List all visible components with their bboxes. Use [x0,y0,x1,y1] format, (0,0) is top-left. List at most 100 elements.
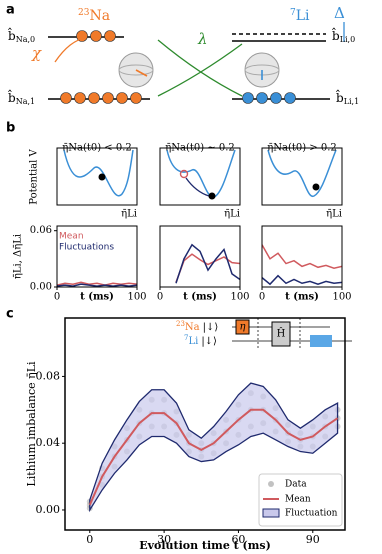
potential [63,149,134,197]
chart-title: η̄Na(t0) ∼ 0.2 [165,143,235,154]
frame [56,225,138,288]
legend-swatch [262,508,280,518]
x-axis-label: η̄Li [224,209,240,220]
legend-swatch [268,481,274,487]
x-tick-label: 0 [86,533,93,546]
x-axis-label: η̄Li [326,209,342,220]
x-axis-label: t (ms) [285,292,319,303]
y-tick-label: 0.00 [36,503,61,516]
series-line [57,283,137,287]
x-tick-label: 0 [259,292,265,303]
x-axis-label: t (ms) [183,292,217,303]
gate-label: Ĥ [277,328,286,340]
element: Na [89,8,110,24]
state: |↓⟩ [203,322,219,333]
sub: Li,0 [340,35,356,44]
element: Na [185,322,200,333]
legend-label: Fluctuations [59,243,114,253]
legend-label: Mean [59,232,84,242]
qubit-label: 7Li |↓⟩ [184,334,217,347]
potential [166,149,236,198]
potential-plots: Potential V η̄Li η̄Li η̄Li [29,147,343,220]
arrow [185,177,210,197]
x-tick-label: 30 [157,533,171,546]
li-label: 7Li [290,8,310,25]
potential [267,149,337,197]
x-tick-label: 60 [231,533,245,546]
vector [135,69,148,77]
mass: 23 [78,8,90,18]
panel-label: b [6,121,15,136]
y-tick-label: 0.06 [30,225,52,236]
y-axis-label: η̄Li, Δη̄Li [13,234,24,279]
lambda: λ [197,30,208,48]
op: b̂ [332,26,340,43]
arrow [54,37,87,63]
ball [312,183,320,191]
series-line [175,243,240,284]
mass: 7 [290,8,296,18]
x-tick-label: 0 [157,292,163,303]
exchange-arrows [157,39,243,97]
series-line [262,244,342,270]
state-label: b̂Na,1 [8,88,35,106]
y-tick-label: 0.08 [36,369,61,382]
ball [98,173,106,181]
mass: 7 [184,334,188,342]
frame [159,225,241,288]
mean-line [88,408,339,506]
y-axis-label: Lithium imbalance η̄Li [25,361,38,487]
atoms [242,92,296,104]
chart-title: η̄Na(t0) < 0.2 [62,143,132,154]
element: Li [296,8,310,24]
sub: Na,0 [16,35,35,44]
qubit-label: 23Na |↓⟩ [176,320,218,333]
panel-label: c [6,307,14,322]
legend-label: Fluctuation [285,509,338,519]
element: Li [188,336,198,347]
chart-title: η̄Na(t0) > 0.2 [267,143,337,154]
diagram: 23Na 7Li Δ χ λ b̂Na,0 b̂Na,1 b̂Li,0 b̂Li… [8,4,359,106]
op: b̂ [8,88,16,105]
state-label: b̂Li,1 [336,88,359,106]
gate [271,321,291,347]
frame [261,225,343,288]
series-line [262,274,342,286]
delta: Δ [334,4,345,22]
chi: χ [31,44,42,62]
series-line [57,281,137,286]
x-tick-label: 90 [306,533,320,546]
x-tick-label: 0 [54,292,60,303]
op: b̂ [336,88,344,105]
y-axis-label: Potential V [29,148,40,204]
sub: Li,1 [344,97,360,106]
frame [159,147,241,206]
legend-label: Mean [285,495,311,505]
x-tick-label: 100 [332,292,351,303]
ball [179,169,189,179]
x-axis-label: t (ms) [80,292,114,303]
legend-label: Data [285,480,307,490]
y-tick-label: 0.04 [36,436,61,449]
series-line [175,253,240,283]
frame [56,147,138,206]
gate-label: η [240,322,246,333]
meter [310,335,332,347]
atoms [60,30,142,104]
x-axis-label: η̄Li [121,209,137,220]
x-axis-label: Evolution time t (ms) [139,539,271,552]
frame [261,147,343,206]
state-label: b̂Na,0 [8,26,35,44]
circuit: η Ĥ 23Na |↓⟩ 7Li |↓⟩ [176,318,352,350]
state-label: b̂Li,0 [332,26,355,44]
y-tick-label: 0.00 [30,282,52,293]
legend-box [258,473,343,527]
sub: Na,1 [16,97,35,106]
state: |↓⟩ [201,336,217,347]
mass: 23 [176,320,185,328]
x-tick-label: 100 [127,292,146,303]
fluctuation-band [89,382,339,513]
x-tick-label: 100 [230,292,249,303]
na-label: 23Na [78,8,110,25]
